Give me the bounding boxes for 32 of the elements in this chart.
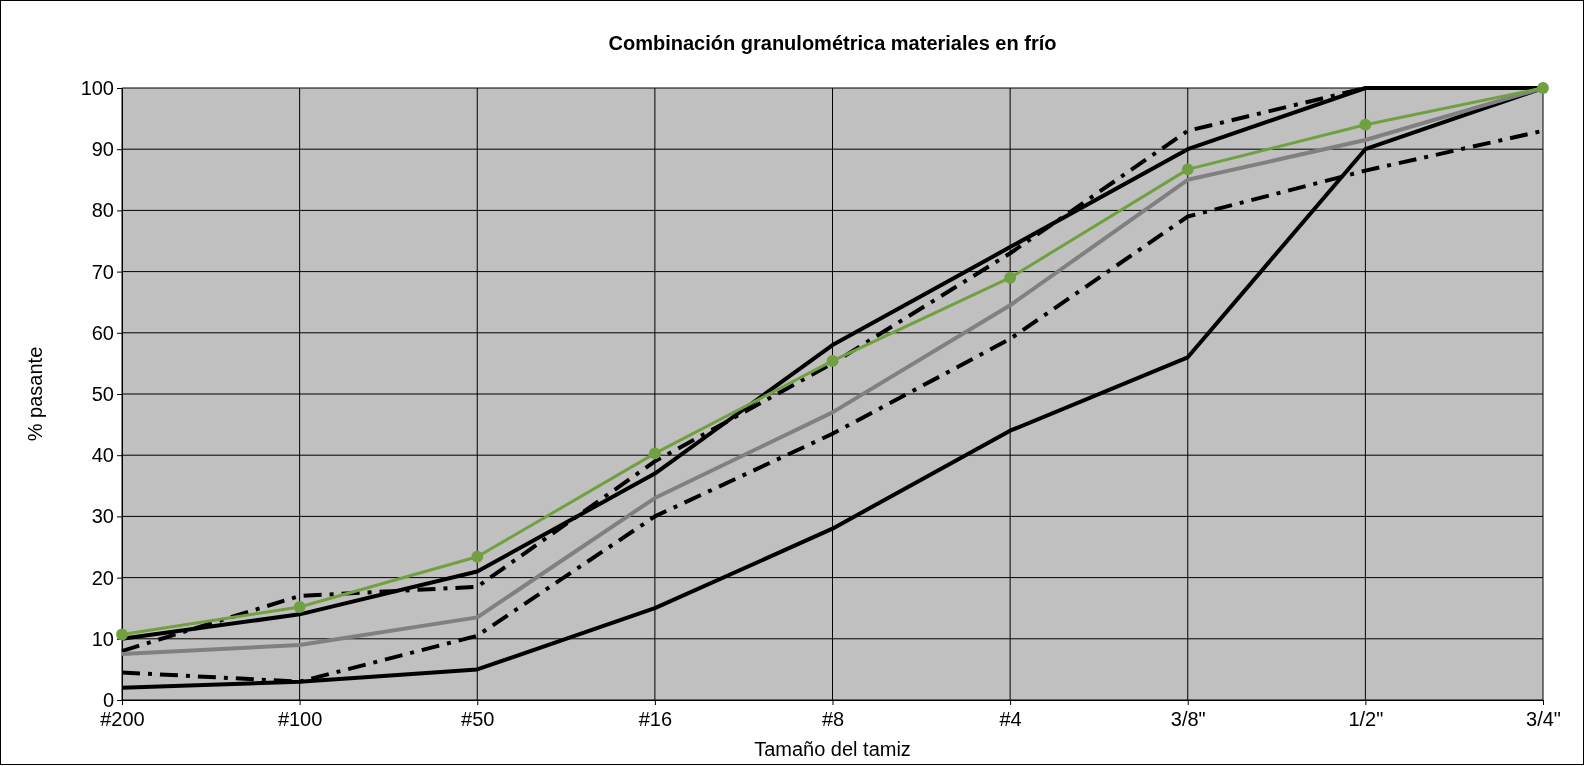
- point: [293, 601, 306, 613]
- point: [1004, 271, 1017, 284]
- y-tick-label: 40: [91, 444, 114, 467]
- y-tick-label: 70: [91, 260, 114, 283]
- x-tick-label: #16: [638, 708, 673, 730]
- y-tick-label: 60: [91, 321, 114, 344]
- x-tick-label: 3/4": [1526, 708, 1561, 730]
- x-tick-label: #8: [821, 708, 845, 730]
- point: [1181, 163, 1194, 176]
- y-tick-label: 0: [102, 688, 114, 711]
- y-axis-title: % pasante: [24, 346, 46, 442]
- x-axis-title: Tamaño del tamiz: [754, 738, 911, 760]
- x-tick-label: #200: [100, 708, 145, 730]
- y-tick-label: 50: [91, 382, 114, 405]
- point: [826, 355, 839, 367]
- x-tick-label: #100: [277, 708, 323, 730]
- y-tick-label: 100: [80, 76, 114, 99]
- point: [648, 447, 661, 460]
- point: [1359, 118, 1372, 131]
- x-tick-label: #50: [461, 708, 495, 730]
- y-tick-label: 10: [91, 627, 114, 650]
- x-tick-label: #4: [999, 708, 1022, 730]
- point: [116, 628, 128, 641]
- x-tick-label: 1/2": [1348, 708, 1384, 730]
- chart-title: Combinación granulométrica materiales en frío: [608, 32, 1057, 54]
- y-tick-label: 90: [91, 138, 114, 161]
- x-tick-label: 3/8": [1170, 708, 1206, 730]
- point: [1537, 82, 1549, 94]
- y-tick-label: 20: [91, 566, 114, 589]
- point: [471, 550, 484, 563]
- y-tick-label: 80: [91, 199, 114, 222]
- y-tick-label: 30: [91, 505, 114, 528]
